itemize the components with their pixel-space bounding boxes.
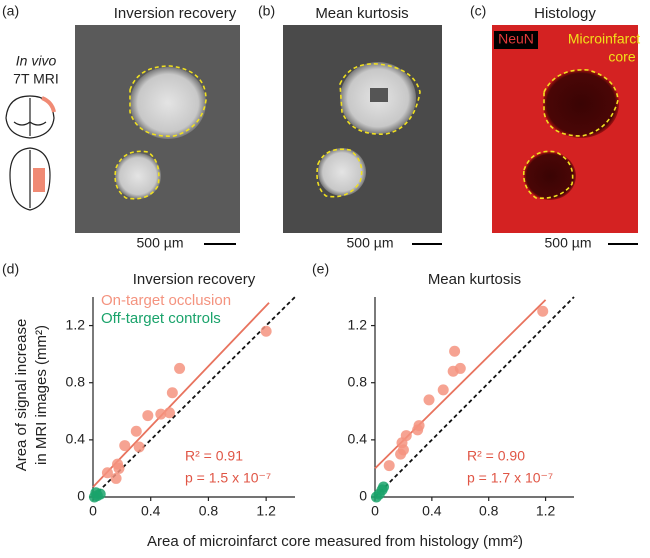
point bbox=[142, 410, 154, 422]
x-axis-label: Area of microinfarct core measured from … bbox=[147, 533, 523, 550]
point bbox=[454, 362, 466, 374]
point bbox=[437, 384, 449, 396]
region-label: Microinfarct bbox=[568, 31, 640, 47]
x-tick-label: 0.8 bbox=[199, 503, 219, 519]
x-tick-label: 0.8 bbox=[479, 503, 499, 519]
mri-image bbox=[75, 25, 240, 233]
point bbox=[260, 325, 272, 337]
annotation: p = 1.7 x 10⁻⁷ bbox=[467, 470, 553, 486]
annotation: R² = 0.90 bbox=[467, 448, 525, 464]
scale-label: 500 µm bbox=[137, 235, 184, 251]
point bbox=[376, 484, 388, 496]
point bbox=[130, 425, 142, 437]
y-tick-label: 0.8 bbox=[66, 373, 86, 389]
y-tick-label: 0 bbox=[359, 488, 367, 504]
point bbox=[155, 408, 167, 420]
y-tick-label: 0.8 bbox=[348, 373, 368, 389]
y-tick-label: 1.2 bbox=[66, 316, 86, 332]
scale-label: 500 µm bbox=[545, 235, 592, 251]
point bbox=[166, 387, 178, 399]
histology-image bbox=[492, 25, 638, 233]
point bbox=[101, 467, 113, 479]
region-label: core bbox=[608, 49, 635, 65]
y-tick-label: 0 bbox=[77, 488, 85, 504]
point bbox=[110, 472, 122, 484]
panel-label: (b) bbox=[258, 3, 275, 19]
x-tick-label: 0.4 bbox=[141, 503, 161, 519]
point bbox=[119, 440, 131, 452]
stain-label: NeuN bbox=[498, 31, 534, 47]
point bbox=[90, 487, 102, 499]
point bbox=[423, 394, 435, 406]
y-axis-label: in MRI images (mm²) bbox=[33, 325, 50, 465]
x-tick-label: 0 bbox=[89, 503, 97, 519]
point bbox=[174, 362, 186, 374]
panel-title: Histology bbox=[534, 5, 596, 22]
brain-icon bbox=[5, 95, 56, 211]
point bbox=[400, 430, 412, 442]
chart-title: Inversion recovery bbox=[133, 271, 256, 288]
x-tick-label: 1.2 bbox=[256, 503, 276, 519]
point bbox=[383, 460, 395, 472]
fit-line bbox=[92, 302, 270, 488]
annotation: p = 1.5 x 10⁻⁷ bbox=[185, 470, 271, 486]
identity-line bbox=[92, 296, 296, 498]
panel-label: (c) bbox=[470, 3, 486, 19]
x-tick-label: 0.4 bbox=[422, 503, 442, 519]
panel-label: (a) bbox=[2, 3, 19, 19]
point bbox=[163, 407, 175, 419]
point bbox=[537, 305, 549, 317]
point bbox=[449, 345, 461, 357]
mri-image bbox=[283, 25, 442, 233]
x-tick-label: 1.2 bbox=[536, 503, 556, 519]
annotation: R² = 0.91 bbox=[185, 448, 243, 464]
panel-title: Inversion recovery bbox=[114, 5, 237, 22]
side-text: In vivo bbox=[16, 53, 57, 69]
y-tick-label: 0.4 bbox=[348, 431, 368, 447]
identity-line bbox=[374, 296, 575, 498]
point bbox=[397, 444, 409, 456]
chart-title: Mean kurtosis bbox=[428, 271, 521, 288]
panel-label: (d) bbox=[2, 261, 19, 277]
y-tick-label: 0.4 bbox=[66, 431, 86, 447]
point bbox=[133, 441, 145, 453]
legend-entry: On-target occlusion bbox=[101, 292, 231, 309]
legend-entry: Off-target controls bbox=[101, 310, 221, 327]
point bbox=[413, 420, 425, 432]
scale-label: 500 µm bbox=[347, 235, 394, 251]
x-tick-label: 0 bbox=[371, 503, 379, 519]
panel-label: (e) bbox=[312, 261, 329, 277]
point bbox=[113, 462, 125, 474]
y-tick-label: 1.2 bbox=[348, 316, 368, 332]
side-text: 7T MRI bbox=[13, 71, 59, 87]
y-axis-label: Area of signal increase bbox=[13, 319, 30, 472]
panel-title: Mean kurtosis bbox=[315, 5, 408, 22]
